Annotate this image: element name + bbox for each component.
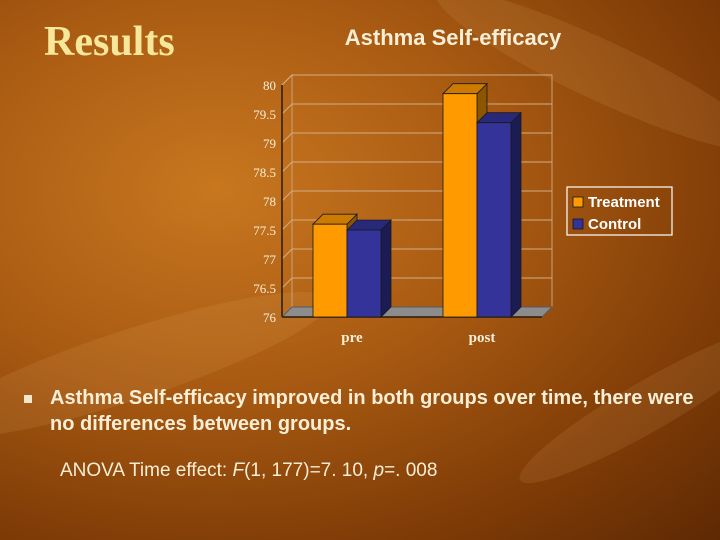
gridline — [281, 74, 552, 86]
bar-control-pre — [346, 229, 382, 318]
x-tick-label: post — [469, 330, 496, 346]
bar-side-control-post — [510, 111, 522, 318]
legend-label-treatment: Treatment — [588, 194, 660, 211]
y-tick-label: 80 — [263, 78, 276, 93]
bullet-text: Asthma Self-efficacy improved in both gr… — [50, 387, 694, 435]
anova-result: ANOVA Time effect: F(1, 177)=7. 10, p=. … — [60, 460, 437, 482]
bar-side-control-pre — [380, 219, 392, 318]
y-tick-label: 78.5 — [253, 165, 276, 180]
y-tick-label: 78 — [263, 194, 276, 209]
p-value: =. 008 — [384, 460, 438, 481]
y-tick-label: 76 — [263, 310, 277, 325]
anova-prefix: ANOVA Time effect: — [60, 460, 233, 481]
chart-body: 80 79.5 79 78.5 78 77.5 77 76.5 76 pre post Treatme… — [253, 73, 673, 346]
x-tick-label: pre — [341, 330, 363, 346]
legend-box — [566, 186, 673, 236]
bar-chart: Asthma Self-efficacy 80 79.5 79 78.5 78 77.5 7… — [253, 25, 673, 346]
square-bullet-icon — [24, 395, 32, 403]
legend-swatch-treatment — [572, 196, 584, 208]
chart-title: Asthma Self-efficacy — [345, 25, 562, 50]
bar-treatment-post — [442, 93, 478, 318]
legend-swatch-control — [572, 218, 584, 230]
bar-control-post — [476, 122, 512, 318]
p-symbol: p — [373, 460, 385, 481]
y-tick-label: 77.5 — [253, 223, 276, 238]
f-value: (1, 177)=7. 10, — [244, 460, 374, 481]
slide-title: Results — [44, 19, 175, 65]
legend-label-control: Control — [588, 216, 641, 233]
y-tick-label: 76.5 — [253, 281, 276, 296]
f-symbol: F — [232, 460, 245, 481]
y-tick-label: 79 — [263, 136, 276, 151]
bar-treatment-pre — [312, 223, 348, 318]
y-tick-label: 79.5 — [253, 107, 276, 122]
y-tick-label: 77 — [263, 252, 277, 267]
